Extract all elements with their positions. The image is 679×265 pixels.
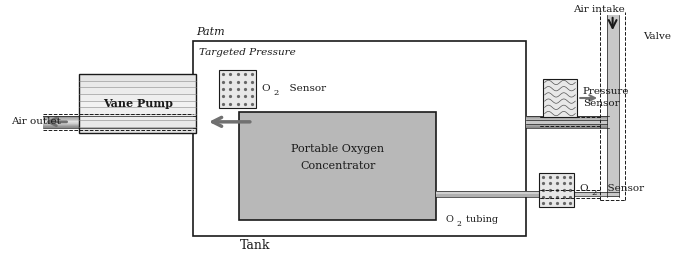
Bar — [193, 118, 196, 119]
Text: Pressure: Pressure — [583, 87, 629, 96]
Bar — [43, 123, 79, 124]
Bar — [43, 118, 79, 119]
Bar — [526, 127, 609, 128]
Bar — [526, 119, 609, 120]
Bar — [79, 127, 196, 128]
Bar — [436, 194, 539, 197]
Bar — [43, 116, 79, 117]
Text: O: O — [446, 215, 454, 224]
Text: Concentrator: Concentrator — [300, 161, 375, 171]
Text: Patm: Patm — [196, 27, 225, 37]
Bar — [79, 116, 196, 117]
Bar — [526, 126, 609, 127]
Bar — [526, 116, 609, 117]
Text: Valve: Valve — [642, 32, 671, 41]
Bar — [79, 74, 196, 134]
Bar — [240, 112, 436, 220]
Bar — [526, 122, 609, 123]
Bar — [79, 87, 196, 94]
Bar — [543, 79, 577, 117]
Bar — [43, 124, 79, 125]
Bar — [193, 123, 196, 124]
Bar — [43, 119, 79, 120]
Text: O: O — [579, 184, 588, 193]
Bar — [43, 125, 79, 126]
Text: O: O — [261, 84, 270, 93]
Bar — [79, 118, 196, 119]
Bar — [436, 191, 539, 194]
Text: 2: 2 — [457, 220, 462, 228]
Bar — [193, 116, 196, 117]
Text: Sensor: Sensor — [583, 99, 619, 108]
Text: Portable Oxygen: Portable Oxygen — [291, 144, 384, 154]
Bar — [193, 122, 196, 123]
Bar — [193, 117, 196, 118]
Bar — [193, 121, 196, 122]
Bar — [606, 15, 619, 197]
Bar — [193, 124, 196, 125]
Bar — [79, 74, 196, 81]
Bar — [43, 121, 79, 122]
Bar — [79, 120, 196, 127]
Bar — [79, 121, 196, 122]
Bar — [79, 117, 196, 118]
Text: tubing: tubing — [463, 215, 498, 224]
Text: Vane Pump: Vane Pump — [103, 98, 172, 109]
Bar — [193, 41, 526, 236]
Bar — [193, 126, 196, 127]
Bar — [43, 127, 79, 128]
Bar — [526, 123, 609, 124]
Bar — [43, 120, 79, 121]
Bar — [79, 100, 196, 107]
Bar — [526, 117, 609, 118]
Bar — [79, 94, 196, 100]
Bar — [79, 119, 196, 120]
Bar — [193, 119, 196, 120]
Bar — [43, 117, 79, 118]
Text: Sensor: Sensor — [283, 84, 327, 93]
Bar — [79, 120, 196, 121]
Bar — [193, 127, 196, 128]
Text: Targeted Pressure: Targeted Pressure — [200, 48, 296, 58]
Bar — [43, 122, 79, 123]
Text: 2: 2 — [274, 89, 278, 97]
Text: Air intake: Air intake — [573, 5, 625, 14]
Bar — [193, 125, 196, 126]
Bar — [539, 173, 574, 207]
Bar — [79, 127, 196, 134]
Text: Air outlet: Air outlet — [11, 117, 60, 126]
Bar — [219, 70, 256, 108]
Bar — [79, 81, 196, 87]
Bar — [526, 121, 609, 122]
Bar — [79, 122, 196, 123]
Bar — [526, 120, 606, 124]
Bar — [79, 125, 196, 126]
Bar — [79, 114, 196, 120]
Bar — [539, 192, 619, 196]
Bar — [193, 120, 196, 121]
Bar — [79, 124, 196, 125]
Bar — [79, 126, 196, 127]
Text: Sensor: Sensor — [602, 184, 644, 193]
Bar — [79, 123, 196, 124]
Bar — [526, 125, 609, 126]
Bar — [79, 107, 196, 114]
Bar — [43, 126, 79, 127]
Text: Tank: Tank — [240, 239, 270, 252]
Bar — [526, 124, 609, 125]
Bar — [526, 120, 609, 121]
Text: 2: 2 — [591, 189, 597, 197]
Bar — [526, 118, 609, 119]
